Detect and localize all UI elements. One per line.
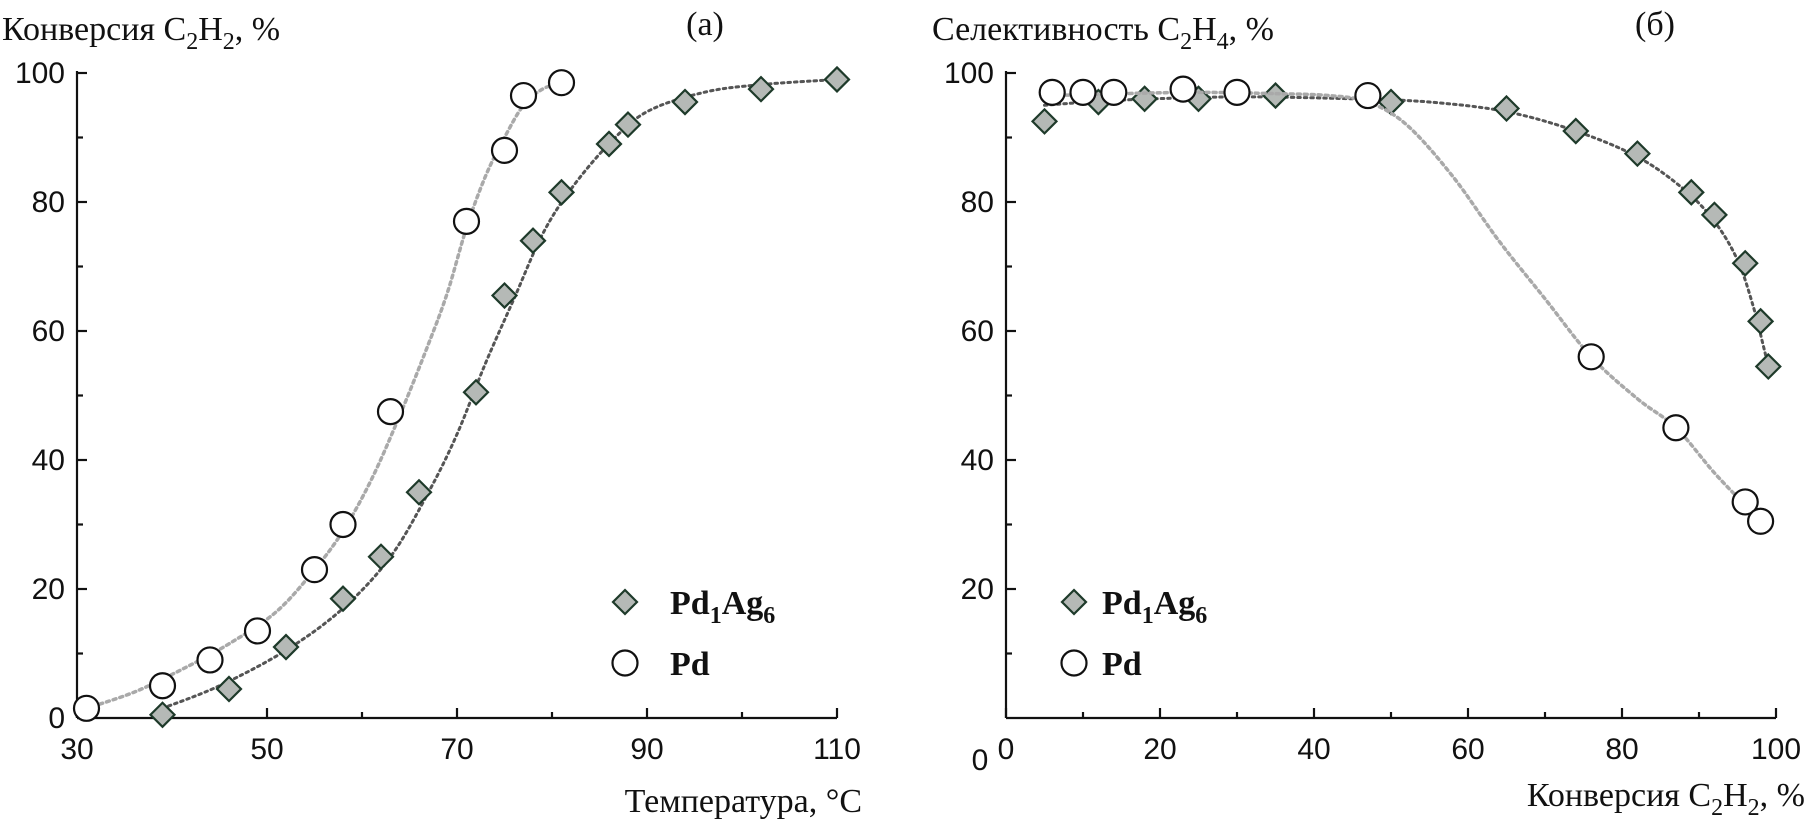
- data-point: [547, 69, 576, 97]
- y-tick-label: 40: [32, 444, 65, 477]
- data-point: [1623, 140, 1651, 168]
- data-point: [490, 136, 519, 164]
- data-point: [215, 675, 243, 703]
- series-pd: [72, 69, 576, 722]
- data-point: [1223, 78, 1251, 106]
- x-tick-label: 20: [1143, 733, 1176, 766]
- y-tick-label: 80: [961, 186, 994, 219]
- legend-label: Pd1Ag6: [670, 585, 775, 629]
- data-point: [1169, 75, 1197, 103]
- y-tick-label: 80: [32, 186, 65, 219]
- data-point: [1746, 507, 1775, 535]
- data-point: [367, 543, 395, 571]
- x-tick-label: 50: [250, 733, 283, 766]
- data-point: [1562, 117, 1590, 145]
- data-point: [1377, 88, 1405, 116]
- y-axis-title: Конверсия C2H2, %: [2, 11, 280, 55]
- data-point: [329, 510, 357, 539]
- data-point: [823, 65, 851, 94]
- data-point: [1038, 78, 1066, 106]
- x-tick-label: 70: [440, 733, 473, 766]
- x-tick-label: 0: [972, 744, 989, 777]
- data-point: [747, 75, 775, 103]
- data-point: [614, 111, 642, 139]
- y-tick-label: 20: [961, 573, 994, 606]
- x-tick-label: 0: [998, 733, 1015, 766]
- y-axis-title: Селективность C2H4, %: [932, 11, 1274, 55]
- data-point: [148, 672, 177, 700]
- data-point: [1492, 94, 1521, 123]
- panel-label: (б): [1635, 6, 1675, 43]
- x-tick-label: 40: [1297, 733, 1330, 766]
- y-tick-label: 60: [32, 315, 65, 348]
- data-point: [1069, 78, 1097, 106]
- x-tick-label: 60: [1451, 733, 1484, 766]
- data-point: [452, 207, 481, 235]
- y-tick-label: 60: [961, 315, 994, 348]
- y-tick-label: 100: [944, 57, 994, 90]
- legend-label: Pd1Ag6: [1102, 585, 1207, 629]
- legend-label: Pd: [1102, 646, 1142, 683]
- x-axis-title: Температура, °C: [625, 783, 862, 820]
- data-point: [1354, 81, 1382, 110]
- data-point: [1030, 107, 1059, 135]
- data-point: [1577, 343, 1605, 371]
- data-point: [1731, 488, 1759, 516]
- data-point: [1662, 414, 1690, 442]
- data-point: [405, 478, 433, 506]
- data-point: [300, 556, 329, 584]
- data-point: [243, 617, 272, 645]
- data-point: [1747, 307, 1775, 335]
- data-point: [595, 130, 623, 158]
- legend-marker: [611, 649, 639, 677]
- data-point: [1700, 201, 1728, 229]
- x-tick-label: 110: [813, 733, 861, 766]
- y-tick-label: 20: [32, 573, 65, 606]
- panel-label: (а): [686, 6, 724, 43]
- x-axis-title: Конверсия C2H2, %: [1527, 777, 1805, 821]
- trend-line: [84, 80, 564, 711]
- y-tick-label: 40: [961, 444, 994, 477]
- data-point: [519, 227, 547, 255]
- trend-line: [161, 77, 839, 710]
- x-tick-label: 100: [1751, 733, 1801, 766]
- data-point: [547, 178, 576, 206]
- data-point: [329, 585, 357, 613]
- y-tick-label: 100: [15, 57, 65, 90]
- legend-marker: [1060, 649, 1088, 677]
- legend-marker: [611, 588, 639, 616]
- data-point: [1731, 249, 1759, 277]
- data-point: [1131, 85, 1159, 113]
- data-point: [462, 378, 490, 406]
- series-pd: [1038, 75, 1775, 535]
- data-point: [509, 81, 538, 110]
- data-point: [72, 694, 101, 722]
- legend-marker: [1060, 588, 1088, 616]
- x-tick-label: 30: [60, 733, 93, 766]
- data-point: [196, 646, 224, 674]
- data-point: [1100, 78, 1128, 106]
- data-point: [671, 88, 699, 116]
- series-pd1ag6: [1030, 82, 1782, 381]
- data-point: [1677, 178, 1705, 206]
- x-tick-label: 90: [630, 733, 663, 766]
- trend-line: [1043, 95, 1770, 368]
- data-point: [272, 633, 300, 661]
- data-point: [148, 701, 177, 729]
- trend-line: [1050, 90, 1763, 524]
- data-point: [490, 281, 519, 310]
- data-point: [376, 398, 405, 426]
- data-point: [1754, 352, 1782, 381]
- legend-label: Pd: [670, 646, 710, 683]
- x-tick-label: 80: [1605, 733, 1638, 766]
- data-point: [1261, 82, 1290, 110]
- y-tick-label: 0: [48, 702, 65, 735]
- series-pd1ag6: [148, 65, 851, 729]
